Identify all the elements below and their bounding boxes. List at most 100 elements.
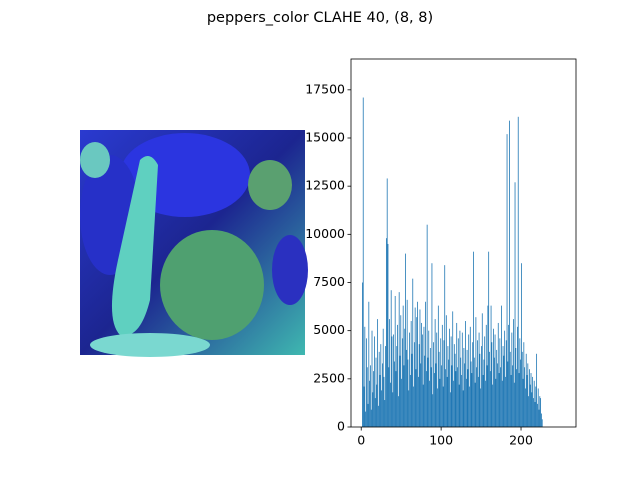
bar [454,353,456,427]
bar [490,305,492,427]
bar [453,344,455,427]
bar [366,367,368,427]
bar [448,359,450,427]
bar [523,342,525,427]
bar [390,290,392,427]
bar [449,328,450,427]
bar [432,394,434,427]
bar [525,353,527,427]
bar [516,369,518,427]
bar [468,334,470,427]
bar [467,369,469,427]
bar [480,388,482,427]
bar [470,361,472,427]
image [80,130,308,357]
bar [407,359,409,427]
bar [514,182,516,427]
bar [500,367,502,427]
bar [423,326,425,427]
bar [529,384,531,427]
bar [478,332,480,427]
x-tick-label: 100 [429,433,453,448]
bar [535,386,537,427]
bar [453,380,454,427]
bar [471,373,473,427]
y-tick-label: 12500 [305,178,345,193]
bar [374,336,375,427]
bar [413,342,415,427]
bar [449,392,451,427]
bar [529,369,530,427]
bar [366,338,367,427]
bar [530,373,532,427]
bar [411,353,413,427]
y-tick-label: 5000 [313,322,345,337]
bar [496,349,498,427]
bar [441,365,442,427]
bar [475,317,477,427]
bar [518,373,520,427]
bar [401,338,403,427]
bar [476,367,478,427]
bar [422,384,424,427]
bar [376,384,378,427]
bar [397,324,398,427]
bar [444,265,446,427]
bar [421,334,423,427]
bar [394,295,396,427]
bar [426,224,428,427]
bar [461,332,463,427]
bar [362,282,363,427]
bar [399,355,401,427]
bar [441,324,443,427]
bar [367,403,369,427]
bar [452,311,454,427]
bar [413,386,414,427]
bar [420,363,422,427]
bar [393,334,394,427]
bar [412,278,414,427]
bar [457,338,459,427]
bar [373,371,375,427]
bar [389,382,391,427]
bar [430,367,432,427]
bar [417,376,419,427]
bar [377,319,379,427]
bar [473,251,474,427]
bar [519,338,521,427]
bar [425,301,426,427]
bar [486,365,488,427]
bar [473,357,475,427]
bar [507,361,509,427]
bar [385,346,386,427]
bar [372,392,374,427]
bar [433,342,434,427]
bar [409,332,410,427]
bar [533,398,534,427]
bar [396,346,398,427]
bar [533,380,535,427]
bar [427,357,429,427]
bar [378,351,380,427]
bar [371,330,373,427]
bar [540,398,542,427]
bar [386,178,388,427]
bar [384,400,386,427]
bar [400,315,402,427]
bar [404,328,406,427]
bar [445,369,446,427]
bar [414,307,416,427]
bar [522,378,524,427]
bar [446,376,448,427]
bar [517,116,519,427]
bar [437,305,439,427]
bar [511,332,513,427]
bar [492,384,494,427]
bar [418,344,420,427]
bar [463,348,465,427]
bar [380,344,382,427]
bar [509,120,510,427]
bar [451,365,453,427]
bar [457,367,458,427]
